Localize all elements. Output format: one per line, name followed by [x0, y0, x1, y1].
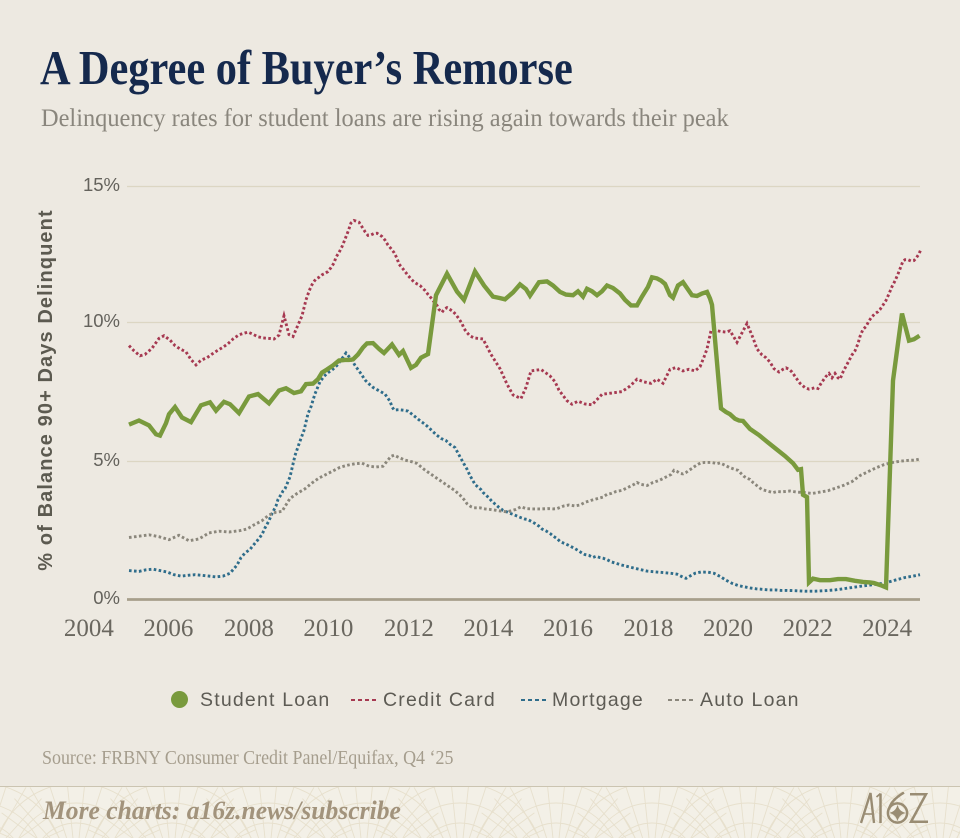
- svg-text:2006: 2006: [143, 615, 193, 642]
- svg-text:2004: 2004: [64, 615, 115, 642]
- svg-text:0%: 0%: [93, 587, 120, 608]
- svg-text:2010: 2010: [303, 615, 353, 642]
- svg-text:2018: 2018: [623, 615, 673, 642]
- svg-text:5%: 5%: [93, 449, 120, 470]
- svg-text:2016: 2016: [543, 615, 593, 642]
- svg-text:15%: 15%: [83, 174, 120, 195]
- svg-text:% of Balance 90+ Days Delinque: % of Balance 90+ Days Delinquent: [35, 209, 57, 570]
- svg-text:2008: 2008: [224, 615, 274, 642]
- svg-text:2024: 2024: [862, 615, 913, 642]
- svg-text:2020: 2020: [703, 615, 753, 642]
- svg-text:2014: 2014: [463, 615, 514, 642]
- svg-text:2012: 2012: [384, 615, 434, 642]
- svg-text:2022: 2022: [783, 615, 833, 642]
- svg-text:10%: 10%: [83, 310, 120, 331]
